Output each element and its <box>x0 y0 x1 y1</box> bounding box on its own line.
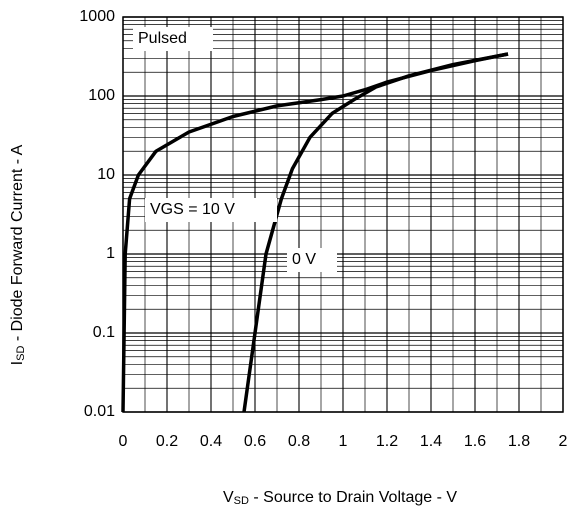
y-label-sub: SD <box>15 346 27 361</box>
x-tick-label: 1.8 <box>508 433 530 450</box>
y-tick-label: 10 <box>97 166 115 183</box>
x-label-rest: - Source to Drain Voltage - V <box>249 489 457 506</box>
annotation: Pulsed <box>138 30 187 47</box>
y-tick-label: 1000 <box>79 8 115 25</box>
x-tick-label: 1 <box>339 433 348 450</box>
x-tick-label: 0.6 <box>244 433 266 450</box>
x-tick-label: 0.8 <box>288 433 310 450</box>
series-line <box>121 52 509 413</box>
x-tick-label: 2 <box>559 433 568 450</box>
y-axis-label: ISD - Diode Forward Current - A <box>9 144 27 365</box>
plot-frame <box>122 16 564 413</box>
x-tick-label: 0 <box>119 433 128 450</box>
x-tick-label: 1.4 <box>420 433 442 450</box>
x-label-main: V <box>223 489 234 506</box>
x-tick-label: 0.2 <box>156 433 178 450</box>
x-label-sub: SD <box>234 495 249 507</box>
series-label: VGS = 10 V <box>150 201 235 218</box>
series-label-bg <box>145 198 277 222</box>
x-tick-label: 0.4 <box>200 433 222 450</box>
y-tick-label: 100 <box>88 87 115 104</box>
series-label: 0 V <box>292 251 316 268</box>
y-tick-label: 0.01 <box>84 403 115 420</box>
x-tick-label: 1.6 <box>464 433 486 450</box>
x-axis-label: VSD - Source to Drain Voltage - V <box>223 489 457 507</box>
y-tick-label: 1 <box>106 245 115 262</box>
y-tick-label: 0.1 <box>93 324 115 341</box>
x-tick-label: 1.2 <box>376 433 398 450</box>
annotation-bg <box>133 27 213 51</box>
y-label-main: I <box>9 361 26 365</box>
y-label-rest: - Diode Forward Current - A <box>9 144 26 345</box>
series-label-bg <box>287 248 337 272</box>
series-line <box>242 52 509 413</box>
